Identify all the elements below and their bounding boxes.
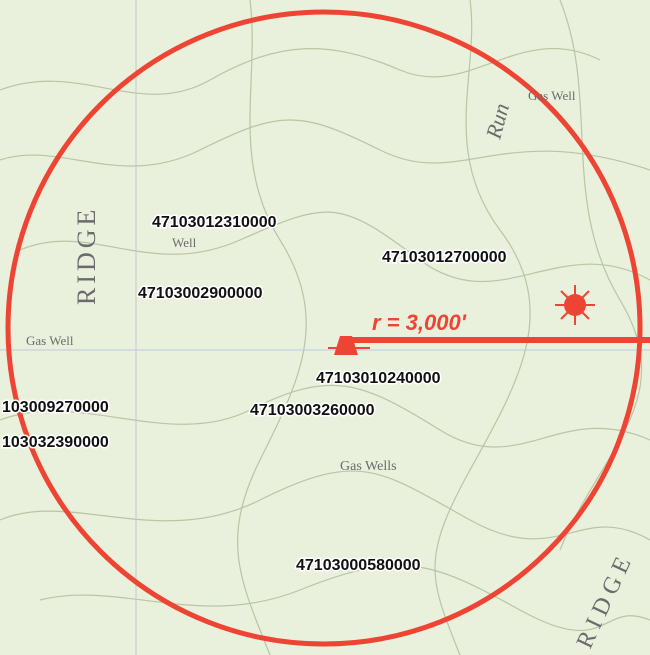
page: r = 3,000' 47103012310000 47103012700000… [0, 0, 650, 655]
feature-label: Gas Well [26, 333, 74, 348]
radius-label: r = 3,000' [372, 310, 467, 335]
well-label: 47103012310000 [152, 214, 277, 231]
well-label: 47103002900000 [138, 285, 263, 302]
well-label: 47103012700000 [382, 249, 507, 266]
feature-label: RIDGE [72, 206, 101, 305]
well-label: 47103000580000 [296, 557, 421, 574]
well-label: 103009270000 [2, 399, 109, 416]
feature-label: Gas Wells [340, 459, 397, 474]
well-symbol [555, 285, 595, 325]
well-label: 47103010240000 [316, 370, 441, 387]
feature-label: Well [172, 235, 197, 250]
well-label: 103032390000 [2, 434, 109, 451]
map: r = 3,000' 47103012310000 47103012700000… [0, 0, 650, 655]
well-label: 47103003260000 [250, 402, 375, 419]
feature-label: Gas Well [528, 88, 576, 103]
